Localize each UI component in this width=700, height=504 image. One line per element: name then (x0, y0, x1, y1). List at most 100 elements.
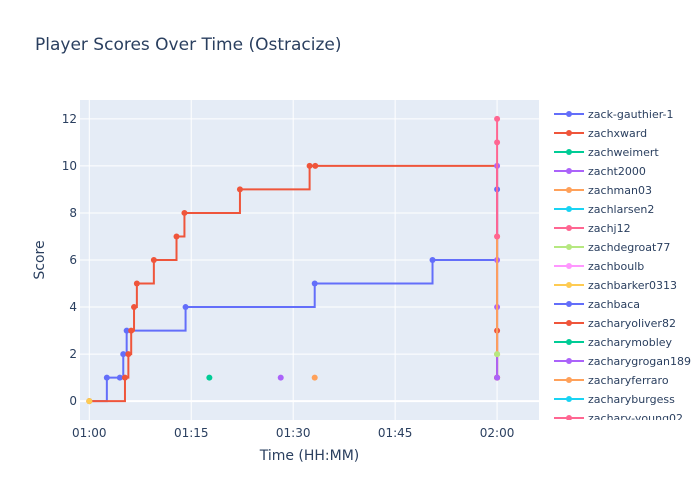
series-zachxward (86, 162, 501, 405)
data-point (128, 327, 135, 334)
legend-label: zachman03 (588, 184, 652, 197)
legend-label: zacharyoliver82 (588, 317, 676, 330)
data-point (133, 280, 140, 287)
y-tick-label: 4 (69, 300, 77, 314)
legend-label: zachbaca (588, 298, 640, 311)
legend-label: zachxward (588, 127, 647, 140)
legend-label: zachbarker0313 (588, 279, 677, 292)
data-point (306, 162, 313, 169)
x-tick-label: 01:15 (174, 426, 209, 440)
legend-label: zachweimert (588, 146, 659, 159)
legend-swatch-marker (566, 282, 572, 288)
legend-swatch-marker (566, 415, 572, 420)
legend-swatch-marker (566, 339, 572, 345)
legend-label: zachboulb (588, 260, 644, 273)
legend-item[interactable]: zacharyburgess (554, 393, 675, 406)
series-line (89, 164, 499, 403)
legend-swatch-marker (566, 263, 572, 269)
x-tick-label: 01:00 (72, 426, 107, 440)
series-zachman03 (311, 374, 318, 381)
legend-item[interactable]: zachxward (554, 127, 647, 140)
data-point (236, 186, 243, 193)
legend-item[interactable]: zacharyferraro (554, 374, 669, 387)
x-axis-label: Time (HH:MM) (259, 448, 360, 464)
legend-item[interactable]: zachdegroat77 (554, 241, 670, 254)
data-point (150, 257, 157, 263)
y-axis-label: Score (32, 240, 48, 279)
legend-item[interactable]: zachj12 (554, 222, 631, 235)
legend-item[interactable]: zachweimert (554, 146, 659, 159)
x-tick-label: 01:30 (276, 426, 311, 440)
legend-item[interactable]: zacht2000 (554, 165, 646, 178)
data-point (173, 233, 180, 240)
data-point (494, 139, 501, 146)
series-line (89, 189, 499, 403)
legend-item[interactable]: zacharygrogan189 (554, 355, 691, 368)
y-tick-label: 12 (62, 112, 77, 126)
data-point (131, 304, 138, 311)
legend-swatch-marker (566, 130, 572, 136)
legend-swatch-marker (566, 187, 572, 193)
legend-swatch-marker (566, 168, 572, 174)
legend-swatch-marker (566, 244, 572, 250)
data-point (123, 327, 130, 334)
axes: 0 2 4 6 8 10 12 01:00 01:15 01:30 01:45 02:00 (62, 112, 515, 440)
data-point (311, 374, 318, 381)
legend-label: zacht2000 (588, 165, 646, 178)
y-tick-label: 2 (69, 347, 77, 361)
y-tick-label: 6 (69, 253, 77, 267)
legend-swatch-marker (566, 206, 572, 212)
series-layer (86, 115, 501, 405)
chart-title: Player Scores Over Time (Ostracize) (35, 35, 342, 55)
data-point (312, 162, 319, 169)
data-point (125, 351, 132, 358)
x-tick-label: 02:00 (480, 426, 515, 440)
data-point (311, 280, 318, 287)
data-point (182, 304, 189, 311)
legend-item[interactable]: zachman03 (554, 184, 652, 197)
y-tick-label: 10 (62, 159, 77, 173)
data-point (120, 351, 127, 358)
legend-swatch-marker (566, 320, 572, 326)
data-point (429, 257, 436, 263)
legend-label: zachary-young02 (588, 412, 683, 425)
data-point (86, 398, 93, 405)
series-zachweimert (206, 374, 213, 381)
legend-item[interactable]: zachboulb (554, 260, 644, 273)
data-point (494, 351, 501, 358)
legend-label: zacharymobley (588, 336, 673, 349)
data-point (494, 233, 501, 240)
legend-label: zacharyferraro (588, 374, 669, 387)
legend-label: zack-gauthier-1 (588, 108, 674, 121)
y-tick-label: 0 (69, 394, 77, 408)
data-point (206, 374, 213, 381)
legend-swatch-marker (566, 111, 572, 117)
data-point (494, 374, 501, 381)
legend-swatch-marker (566, 358, 572, 364)
legend-swatch-marker (566, 301, 572, 307)
legend-item[interactable]: zacharymobley (554, 336, 673, 349)
series-zachary-young02 (494, 115, 501, 240)
legend-label: zachj12 (588, 222, 631, 235)
legend[interactable]: zack-gauthier-1 zachxward zachweimert zacht… (554, 108, 691, 425)
legend-item[interactable]: zack-gauthier-1 (554, 108, 674, 121)
legend-label: zachlarsen2 (588, 203, 654, 216)
legend-label: zacharygrogan189 (588, 355, 691, 368)
data-point (116, 374, 123, 381)
x-tick-label: 01:45 (378, 426, 413, 440)
legend-item[interactable]: zachbaca (554, 298, 640, 311)
series-zacht2000 (277, 374, 284, 381)
legend-label: zacharyburgess (588, 393, 675, 406)
legend-item[interactable]: zachlarsen2 (554, 203, 654, 216)
data-point (121, 374, 128, 381)
legend-swatch-marker (566, 225, 572, 231)
legend-swatch-marker (566, 377, 572, 383)
legend-item[interactable]: zachary-young02 (554, 412, 683, 425)
legend-item[interactable]: zacharyoliver82 (554, 317, 676, 330)
data-point (494, 115, 501, 122)
legend-item[interactable]: zachbarker0313 (554, 279, 677, 292)
y-tick-label: 8 (69, 206, 77, 220)
legend-swatch-marker (566, 396, 572, 402)
